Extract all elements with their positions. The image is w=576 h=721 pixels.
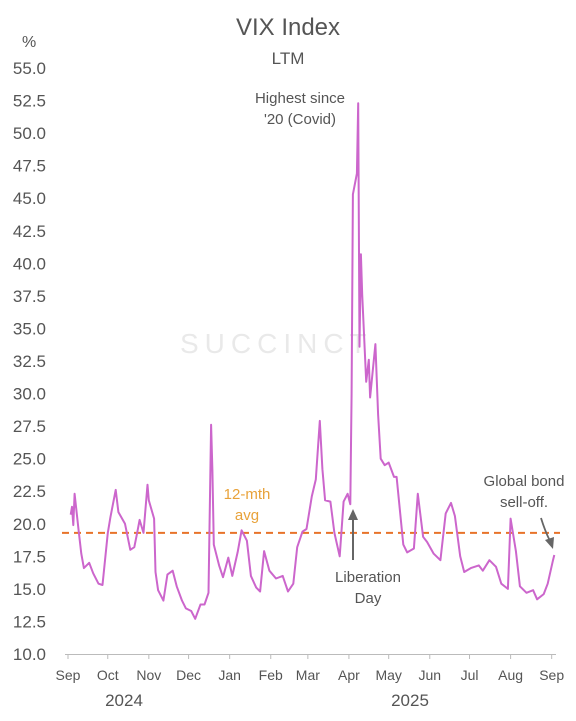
y-tick-label: 27.5 xyxy=(13,417,46,436)
y-tick-label: 50.0 xyxy=(13,124,46,143)
x-tick-label: Dec xyxy=(176,667,201,683)
avg-label-line1: 12-mth xyxy=(223,486,271,503)
x-tick-label: Sep xyxy=(56,667,81,683)
y-tick-label: 37.5 xyxy=(13,287,46,306)
y-tick-label: 45.0 xyxy=(13,189,46,208)
x-tick-label: May xyxy=(375,667,401,683)
y-tick-label: 40.0 xyxy=(13,254,46,273)
x-tick-label: Mar xyxy=(296,667,320,683)
x-tick-label: Aug xyxy=(498,667,523,683)
chart-subtitle: LTM xyxy=(271,49,305,68)
y-tick-label: 42.5 xyxy=(13,222,46,241)
annotation-liberation-line2: Day xyxy=(354,590,382,607)
y-tick-label: 20.0 xyxy=(13,515,46,534)
x-axis: Sep Oct Nov Dec Jan Feb Mar Apr May Jun Jul Aug Sep 2… xyxy=(56,654,564,710)
series-group xyxy=(69,102,556,620)
annotation-liberation-line1: Liberation xyxy=(335,569,401,586)
annotation-bond-selloff: Global bond sell-off. xyxy=(470,471,576,513)
annotation-covid-high: Highest since '20 (Covid) xyxy=(236,88,364,130)
annotation-liberation-day: Liberation Day xyxy=(318,567,418,609)
y-tick-label: 15.0 xyxy=(13,580,46,599)
annotation-bond-line1: Global bond xyxy=(483,473,565,490)
x-tick-label: Sep xyxy=(539,667,564,683)
x-tick-label: Nov xyxy=(136,667,161,683)
bond-arrow-shaft xyxy=(540,517,551,542)
bond-arrow-head xyxy=(545,537,554,549)
chart-title: VIX Index xyxy=(235,14,341,41)
vix-series-line xyxy=(69,102,556,620)
y-tick-label: 22.5 xyxy=(13,482,46,501)
y-tick-label: 25.0 xyxy=(13,450,46,469)
year-label-2024: 2024 xyxy=(105,691,143,710)
x-tick-label: Jul xyxy=(461,667,479,683)
y-axis-unit: % xyxy=(22,34,37,51)
x-tick-label: Jun xyxy=(418,667,441,683)
avg-line-label: 12-mth avg xyxy=(208,484,286,526)
annotation-bond-line2: sell-off. xyxy=(499,494,549,511)
y-tick-label: 30.0 xyxy=(13,385,46,404)
annotation-arrows xyxy=(348,509,554,560)
avg-label-line2: avg xyxy=(234,507,260,524)
annotation-covid-line2: '20 (Covid) xyxy=(263,111,337,128)
x-tick-label: Apr xyxy=(338,667,360,683)
y-axis-ticks: 10.0 12.5 15.0 17.5 20.0 22.5 25.0 27.5 30.0 32.5… xyxy=(13,59,46,664)
y-tick-label: 55.0 xyxy=(13,59,46,78)
x-tick-label: Oct xyxy=(97,667,119,683)
y-tick-label: 47.5 xyxy=(13,157,46,176)
liberation-arrow-head xyxy=(348,509,358,520)
y-tick-label: 12.5 xyxy=(13,612,46,631)
watermark-logo: SUCCINCT xyxy=(180,328,373,359)
y-tick-label: 17.5 xyxy=(13,547,46,566)
y-tick-label: 35.0 xyxy=(13,319,46,338)
y-tick-label: 10.0 xyxy=(13,645,46,664)
y-tick-label: 52.5 xyxy=(13,92,46,111)
y-tick-label: 32.5 xyxy=(13,352,46,371)
x-tick-label: Jan xyxy=(218,667,241,683)
year-label-2025: 2025 xyxy=(391,691,429,710)
x-tick-label: Feb xyxy=(259,667,283,683)
annotation-covid-line1: Highest since xyxy=(254,90,346,107)
